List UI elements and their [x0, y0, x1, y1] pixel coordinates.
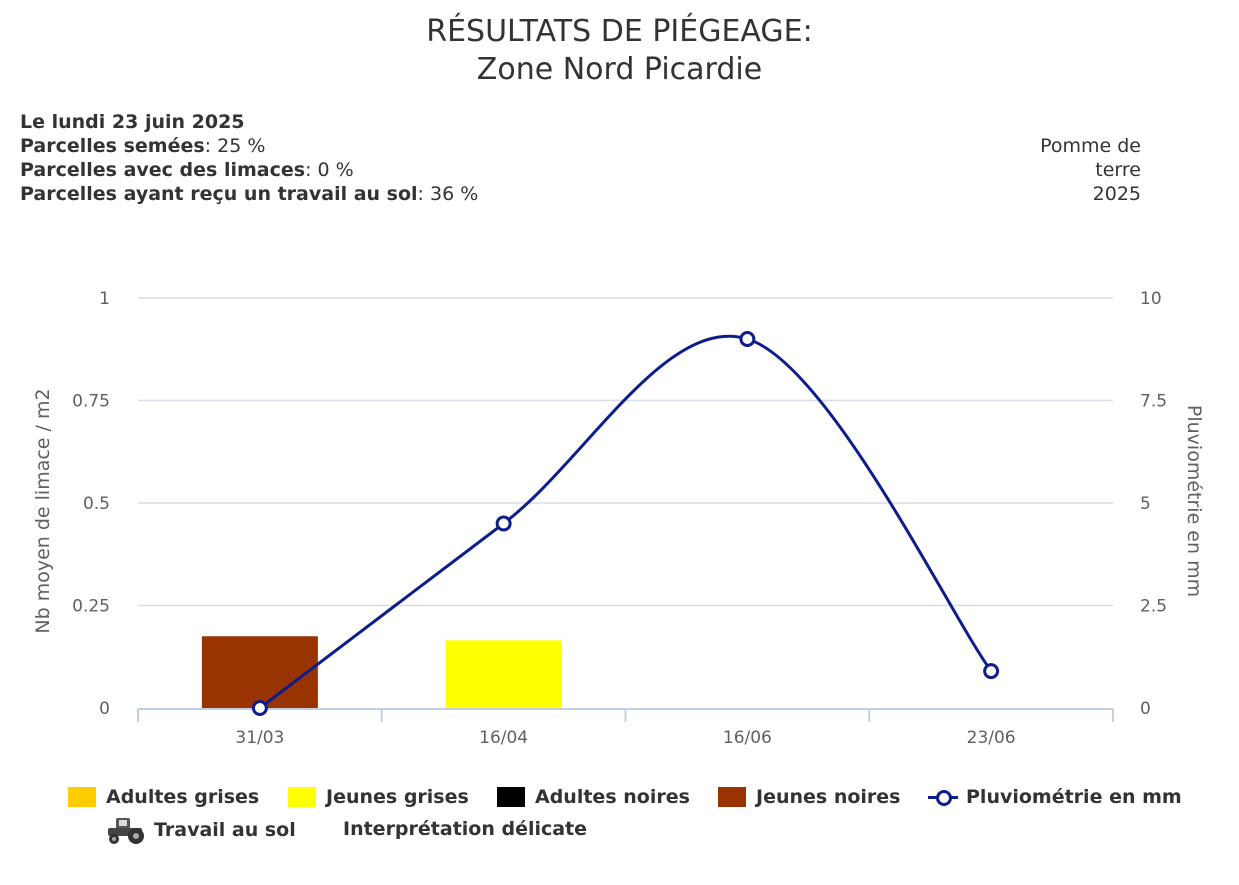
y-tick-label: 1: [99, 289, 110, 309]
y2-tick-label: 7.5: [1140, 392, 1167, 412]
y-tick-label: 0: [99, 699, 110, 719]
legend-item-travail-au-sol[interactable]: Travail au sol: [104, 814, 296, 846]
legend-item-jeunes-grises[interactable]: Jeunes grises: [288, 786, 469, 808]
tractor-icon: [108, 818, 144, 844]
y2-tick-label: 2.5: [1140, 597, 1167, 617]
x-tick-label: 16/04: [479, 728, 528, 748]
legend-swatch: [288, 787, 316, 807]
legend-swatch: [497, 787, 525, 807]
legend-item-adultes-noires[interactable]: Adultes noires: [497, 786, 690, 808]
chart-subtitle: Zone Nord Picardie: [476, 52, 763, 87]
crop-label: Pomme de terre 2025: [1040, 135, 1141, 205]
line-point: [251, 700, 268, 716]
legend-swatch: [68, 787, 96, 807]
series-line-pluviometrie: [258, 335, 993, 710]
line-point: [983, 663, 1000, 680]
legend-item-adultes-grises[interactable]: Adultes grises: [68, 786, 259, 808]
chart-title: RÉSULTATS DE PIÉGEAGE:: [426, 14, 813, 49]
line-point: [495, 515, 512, 532]
y2-tick-label: 5: [1140, 494, 1151, 514]
legend-line-symbol: [928, 787, 958, 807]
x-tick-label: 31/03: [235, 728, 284, 748]
info-row-sown: Parcelles semées: 25 %: [20, 135, 266, 157]
info-block: Le lundi 23 juin 2025 Parcelles semées: …: [20, 110, 478, 206]
legend-item-jeunes-noires[interactable]: Jeunes noires: [718, 786, 900, 808]
x-tick-label: 23/06: [967, 728, 1016, 748]
y-tick-label: 0.75: [72, 392, 110, 412]
y-tick-label: 0.25: [72, 597, 110, 617]
line-point: [739, 331, 756, 347]
y2-axis-title: Pluviométrie en mm: [1183, 405, 1205, 597]
y-axis-title: Nb moyen de limace / m2: [32, 388, 54, 633]
y2-tick-label: 0: [1140, 699, 1151, 719]
legend-item-pluviometrie[interactable]: Pluviométrie en mm: [928, 786, 1182, 808]
y-tick-label: 0.5: [83, 494, 110, 514]
bar: [445, 640, 562, 708]
legend-item-interpretation: Interprétation délicate: [343, 818, 588, 840]
legend-swatch: [718, 787, 746, 807]
y2-tick-label: 10: [1140, 289, 1162, 309]
info-row-slugs: Parcelles avec des limaces: 0 %: [20, 159, 354, 181]
x-tick-label: 16/06: [723, 728, 772, 748]
info-date: Le lundi 23 juin 2025: [20, 111, 245, 133]
info-row-tillage: Parcelles ayant reçu un travail au sol: …: [20, 183, 479, 205]
bar: [201, 636, 318, 708]
